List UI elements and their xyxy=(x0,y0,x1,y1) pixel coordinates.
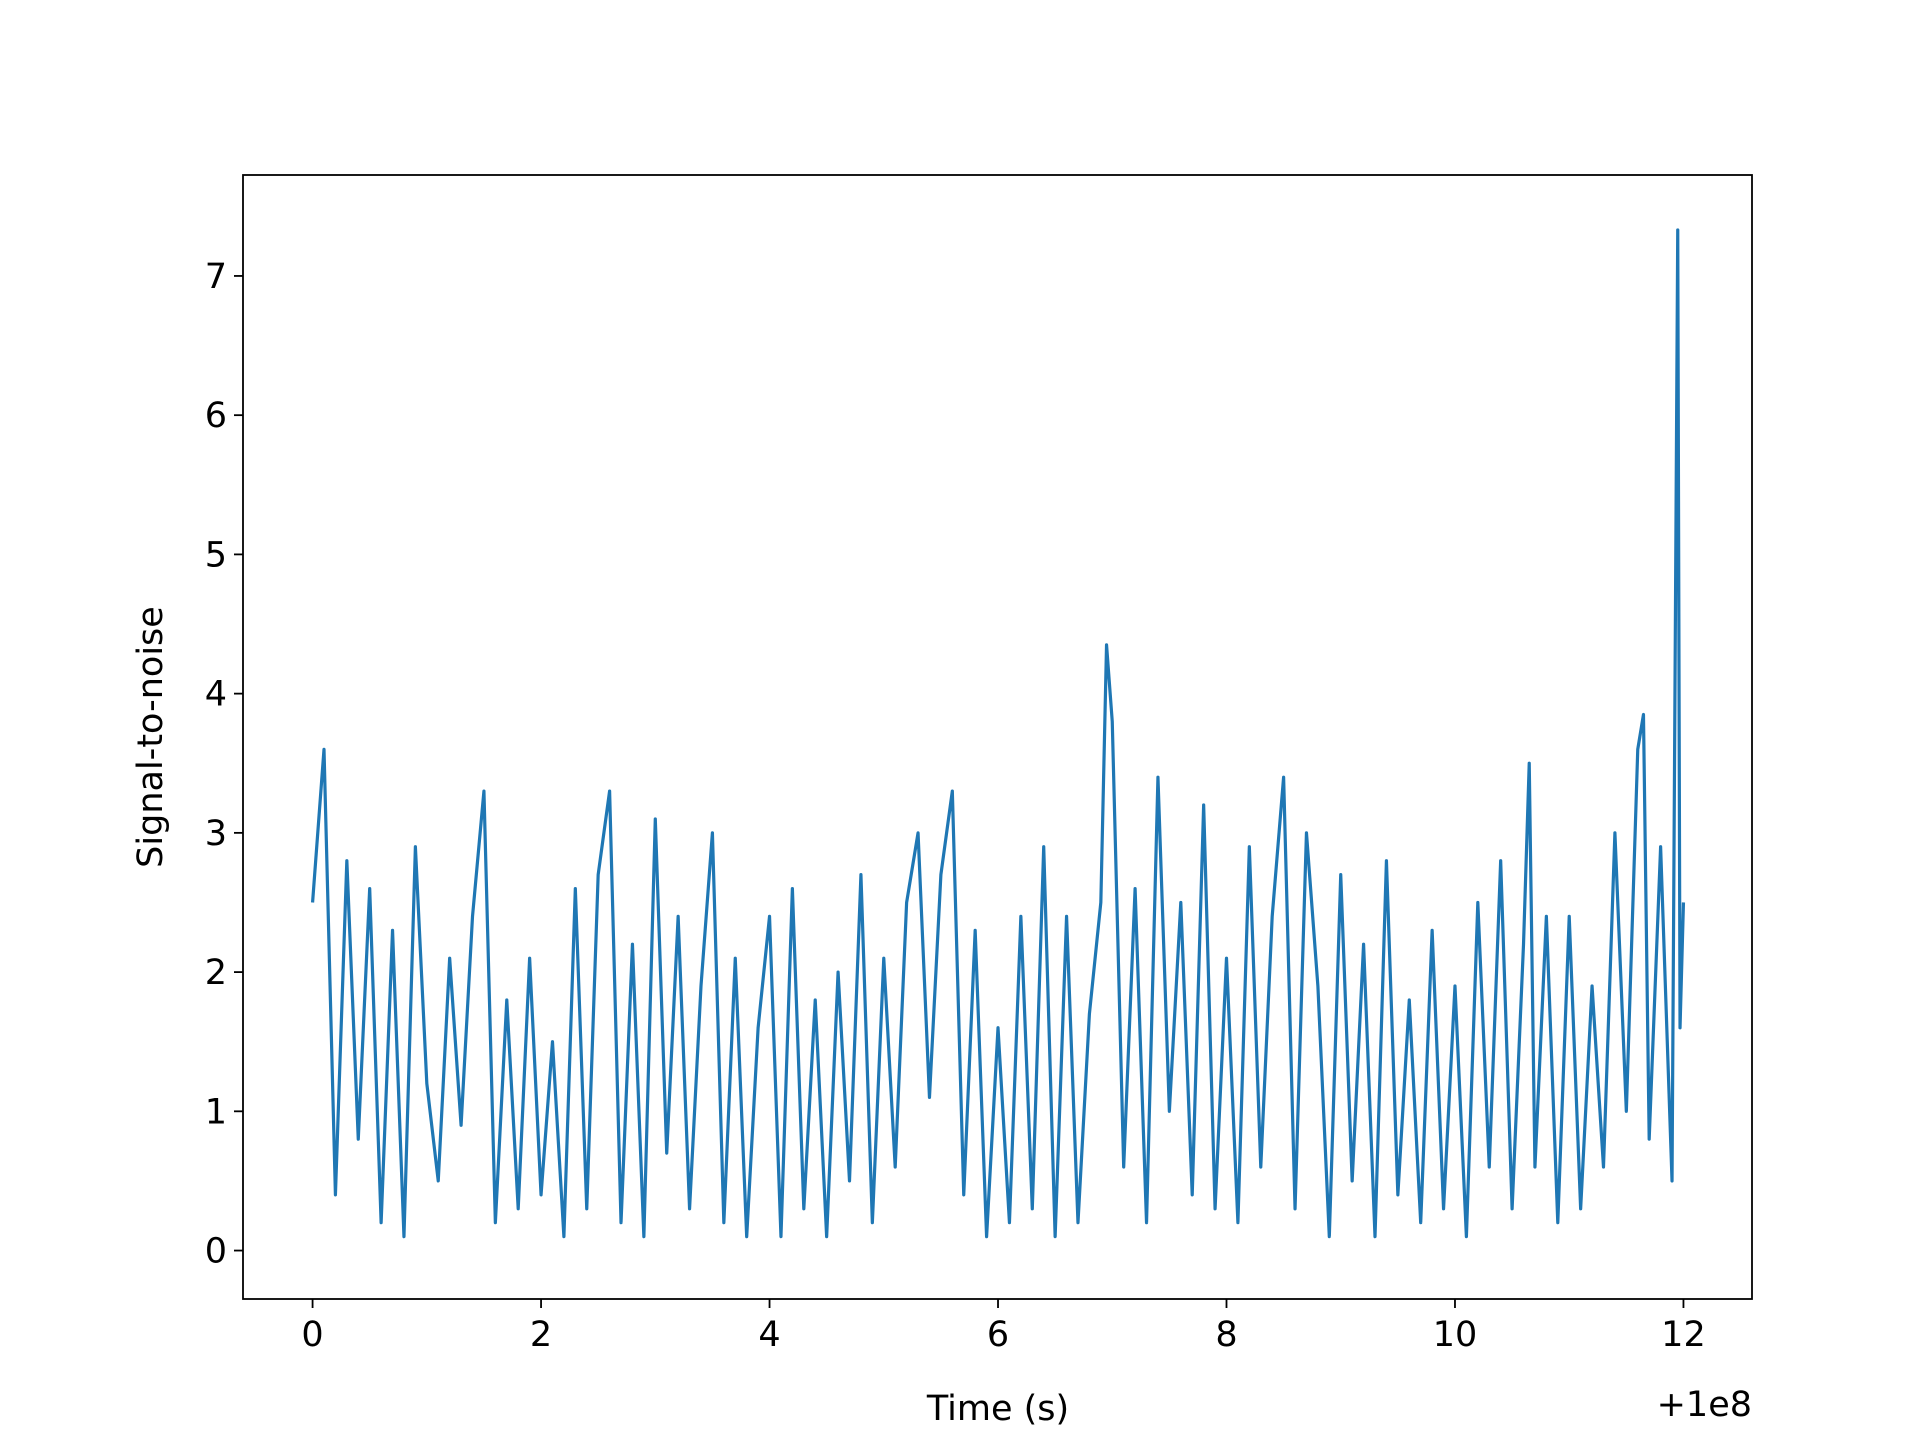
y-tick-label: 6 xyxy=(205,396,227,436)
plot-frame xyxy=(242,174,1753,1300)
x-offset-label: +1e8 xyxy=(1657,1385,1752,1425)
y-tick-label: 0 xyxy=(205,1232,227,1272)
y-tick-label: 2 xyxy=(205,953,227,993)
x-tick-label: 10 xyxy=(1433,1315,1478,1355)
x-tick-label: 0 xyxy=(301,1315,323,1355)
y-tick-label: 1 xyxy=(205,1092,227,1132)
y-tick-label: 5 xyxy=(205,535,227,575)
x-tick-label: 6 xyxy=(987,1315,1009,1355)
x-tick-label: 2 xyxy=(530,1315,552,1355)
data-line xyxy=(310,228,1686,1239)
x-tick-label: 12 xyxy=(1661,1315,1706,1355)
y-axis-label: Signal-to-noise xyxy=(131,606,171,868)
y-tick-label: 7 xyxy=(205,257,227,297)
x-tick-label: 4 xyxy=(758,1315,780,1355)
x-tick-label: 8 xyxy=(1215,1315,1237,1355)
y-tick-label: 4 xyxy=(205,675,227,715)
x-axis-label: Time (s) xyxy=(926,1389,1069,1429)
y-tick-label: 3 xyxy=(205,814,227,854)
